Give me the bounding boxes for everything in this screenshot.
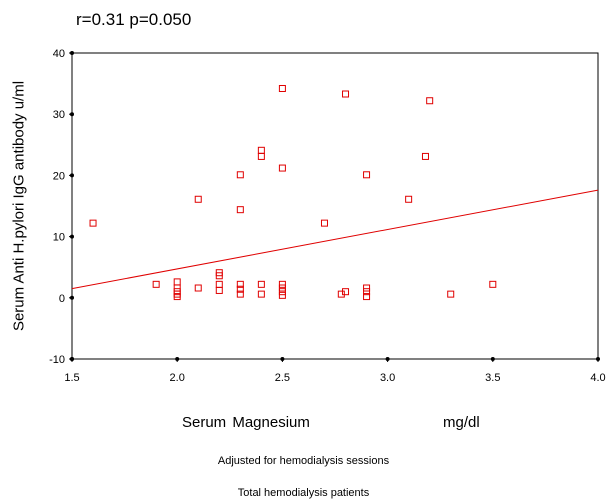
data-point [337,290,345,298]
data-point [236,285,244,293]
x-tick-label: 1.5 [64,372,79,384]
x-tick-dot [385,357,390,361]
x-axis-unit: mg/dl [443,414,480,431]
x-tick-dot [596,357,600,361]
data-point [89,219,97,227]
x-tick-dot [280,357,285,361]
data-point [363,284,371,292]
data-point [236,280,244,288]
y-tick-dot [70,173,74,178]
y-tick-dot [70,51,74,55]
data-point [257,290,265,298]
data-point [363,171,371,179]
plot-frame [71,52,599,360]
data-point [194,195,202,203]
data-point [194,284,202,292]
data-point [236,206,244,214]
data-point [426,97,434,105]
y-tick-dot [70,112,74,117]
data-point [278,280,286,288]
y-tick-label: -10 [49,354,65,366]
data-point [405,195,413,203]
data-point [173,284,181,292]
x-tick-dot [490,357,495,361]
data-point [236,171,244,179]
data-point [320,219,328,227]
data-point [278,291,286,299]
data-point [173,290,181,298]
regression-line [71,189,599,290]
data-point [278,164,286,172]
data-point [278,84,286,92]
population-note: Total hemodialysis patients [237,487,370,499]
data-point [257,146,265,154]
data-point [278,284,286,292]
x-tick-label: 2.0 [170,372,185,384]
y-tick-dot [70,295,74,300]
y-tick-label: 30 [53,109,65,121]
data-point [421,152,429,160]
x-tick-dot [175,357,180,361]
adjustment-note: Adjusted for hemodialysis sessions [217,455,390,467]
x-tick-dot [70,357,74,361]
data-point [173,293,181,301]
data-point [215,272,223,280]
x-tick-label: 2.5 [275,372,290,384]
data-point [278,288,286,296]
data-point [215,280,223,288]
data-point [215,286,223,294]
x-tick-label: 4.0 [590,372,605,384]
data-point [489,280,497,288]
x-axis-label: Serum Magnesium [182,414,310,431]
data-point [257,152,265,160]
y-tick-label: 10 [53,232,65,244]
x-tick-label: 3.0 [380,372,395,384]
data-point [236,290,244,298]
y-axis-label: Serum Anti H.pylori IgG antibody u/ml [10,80,28,332]
data-point [342,288,350,296]
data-point [152,280,160,288]
data-point [342,90,350,98]
y-tick-label: 0 [59,293,65,305]
data-point [173,278,181,286]
data-point [257,280,265,288]
y-tick-label: 20 [53,170,65,182]
data-point [363,293,371,301]
y-tick-label: 40 [53,48,65,60]
data-point [363,288,371,296]
chart-title: r=0.31 p=0.050 [76,10,192,29]
y-tick-dot [70,234,74,239]
x-tick-label: 3.5 [485,372,500,384]
data-point [447,290,455,298]
